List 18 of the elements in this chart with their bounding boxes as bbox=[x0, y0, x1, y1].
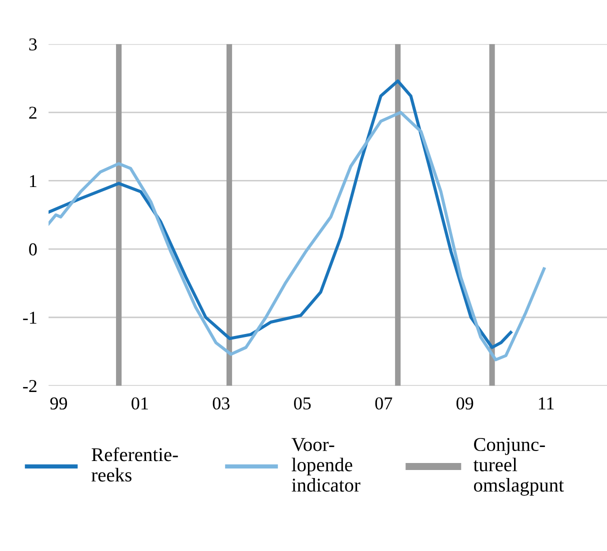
y-tick-label: 2 bbox=[29, 106, 36, 119]
x-tick-label: 01 bbox=[132, 397, 148, 410]
y-tick-label: 0 bbox=[29, 243, 37, 256]
y-tick-label: 3 bbox=[29, 38, 37, 51]
x-tick-label: 11 bbox=[538, 397, 554, 410]
x-tick-label: 99 bbox=[50, 397, 67, 410]
x-tick-label: 05 bbox=[294, 397, 311, 410]
y-tick-label: -2 bbox=[23, 380, 36, 392]
legend-label: Referentie- reeks bbox=[92, 447, 178, 482]
y-tick-label: -1 bbox=[23, 312, 36, 324]
legend-label: Conjunc- tureel omslagpunt bbox=[473, 438, 564, 496]
legend-label: Voor- lopende indicator bbox=[292, 438, 360, 492]
line-series bbox=[48, 110, 546, 362]
line-series bbox=[48, 79, 512, 349]
x-tick-label: 03 bbox=[212, 397, 230, 410]
x-tick-label: 09 bbox=[456, 397, 474, 410]
y-tick-label: 1 bbox=[30, 175, 36, 187]
x-tick-label: 07 bbox=[375, 397, 392, 410]
